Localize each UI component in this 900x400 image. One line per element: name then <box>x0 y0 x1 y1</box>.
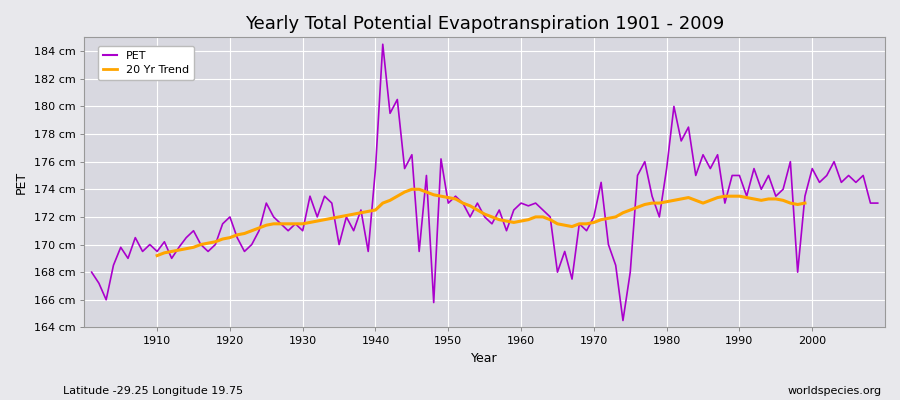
PET <box>516 201 526 206</box>
20 Yr Trend <box>698 201 708 206</box>
PET <box>348 228 359 233</box>
Line: PET: PET <box>92 44 878 320</box>
20 Yr Trend <box>348 212 359 216</box>
PET <box>86 270 97 274</box>
PET <box>144 242 155 247</box>
X-axis label: Year: Year <box>472 352 498 365</box>
20 Yr Trend <box>778 198 788 203</box>
Legend: PET, 20 Yr Trend: PET, 20 Yr Trend <box>98 46 194 80</box>
20 Yr Trend <box>799 201 810 206</box>
Y-axis label: PET: PET <box>15 171 28 194</box>
Title: Yearly Total Potential Evapotranspiration 1901 - 2009: Yearly Total Potential Evapotranspiratio… <box>245 15 724 33</box>
20 Yr Trend <box>712 195 723 200</box>
20 Yr Trend <box>610 214 621 219</box>
PET <box>523 204 534 208</box>
20 Yr Trend <box>407 187 418 192</box>
PET <box>610 263 621 268</box>
20 Yr Trend <box>239 231 250 236</box>
PET <box>617 318 628 323</box>
Text: worldspecies.org: worldspecies.org <box>788 386 882 396</box>
PET <box>304 194 315 198</box>
PET <box>872 201 883 206</box>
Line: 20 Yr Trend: 20 Yr Trend <box>158 189 805 256</box>
Text: Latitude -29.25 Longitude 19.75: Latitude -29.25 Longitude 19.75 <box>63 386 243 396</box>
PET <box>377 42 388 47</box>
20 Yr Trend <box>152 253 163 258</box>
